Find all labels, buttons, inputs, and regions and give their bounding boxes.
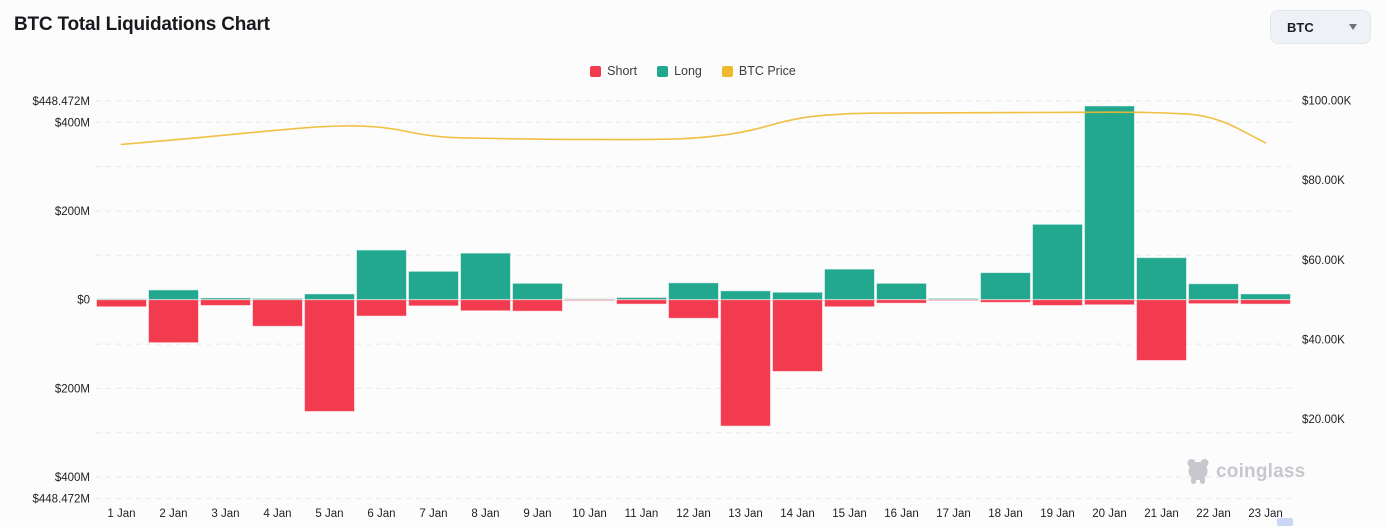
symbol-dropdown[interactable]: BTC bbox=[1270, 10, 1371, 44]
x-axis-tick: 2 Jan bbox=[159, 508, 187, 520]
x-axis-tick: 18 Jan bbox=[988, 508, 1023, 520]
legend-item-short[interactable]: Short bbox=[590, 64, 637, 78]
long-bar[interactable] bbox=[980, 272, 1031, 301]
x-axis-tick: 6 Jan bbox=[367, 508, 395, 520]
short-bar[interactable] bbox=[1136, 299, 1187, 362]
short-bar[interactable] bbox=[1188, 299, 1239, 305]
legend-label-btc-price: BTC Price bbox=[738, 64, 796, 78]
short-bar[interactable] bbox=[720, 299, 771, 427]
long-bar[interactable] bbox=[356, 249, 407, 301]
y-axis-tick-right: $40.00K bbox=[1302, 334, 1345, 346]
y-axis-tick-left: $400M bbox=[55, 472, 90, 484]
btc-price-swatch-icon bbox=[721, 65, 733, 77]
long-bar[interactable] bbox=[876, 282, 927, 301]
short-bar[interactable] bbox=[980, 299, 1031, 303]
x-axis-tick: 4 Jan bbox=[263, 508, 291, 520]
long-bar[interactable] bbox=[304, 293, 355, 301]
y-axis-tick-right: $20.00K bbox=[1302, 414, 1345, 426]
x-axis-tick: 12 Jan bbox=[676, 508, 711, 520]
short-swatch-icon bbox=[590, 65, 602, 77]
long-bar[interactable] bbox=[1188, 283, 1239, 301]
short-bar[interactable] bbox=[356, 299, 407, 317]
x-axis-tick: 21 Jan bbox=[1144, 508, 1179, 520]
x-axis-tick: 14 Jan bbox=[780, 508, 815, 520]
x-axis-tick: 3 Jan bbox=[211, 508, 239, 520]
y-axis-tick-right: $60.00K bbox=[1302, 255, 1345, 267]
x-axis-tick: 11 Jan bbox=[625, 508, 659, 520]
x-axis-tick: 16 Jan bbox=[884, 508, 919, 520]
short-bar[interactable] bbox=[408, 299, 459, 307]
x-axis-tick: 19 Jan bbox=[1040, 508, 1075, 520]
long-bar[interactable] bbox=[512, 282, 563, 301]
x-axis-tick: 9 Jan bbox=[523, 508, 551, 520]
long-bar[interactable] bbox=[668, 282, 719, 301]
legend-label-long: Long bbox=[674, 64, 702, 78]
short-bar[interactable] bbox=[824, 299, 875, 308]
y-axis-tick-left: $0 bbox=[77, 295, 90, 307]
long-swatch-icon bbox=[657, 65, 669, 77]
long-bar[interactable] bbox=[772, 291, 823, 301]
short-bar[interactable] bbox=[148, 299, 199, 344]
long-bar[interactable] bbox=[460, 252, 511, 301]
short-bar[interactable] bbox=[304, 299, 355, 413]
chart-legend: Short Long BTC Price bbox=[0, 64, 1386, 78]
long-bar[interactable] bbox=[1136, 257, 1187, 301]
y-axis-tick-left: $200M bbox=[55, 206, 90, 218]
chevron-down-icon bbox=[1349, 24, 1357, 30]
legend-label-short: Short bbox=[607, 64, 638, 78]
scrollbar-handle[interactable] bbox=[1277, 518, 1293, 526]
watermark-brand-text: coinglass bbox=[1216, 461, 1306, 482]
x-axis-tick: 22 Jan bbox=[1196, 508, 1231, 520]
short-bar[interactable] bbox=[460, 299, 511, 312]
short-bar[interactable] bbox=[512, 299, 563, 312]
short-bar[interactable] bbox=[200, 299, 251, 307]
short-bar[interactable] bbox=[616, 299, 667, 305]
x-axis-tick: 23 Jan bbox=[1248, 508, 1283, 520]
x-axis-tick: 20 Jan bbox=[1092, 508, 1127, 520]
x-axis-tick: 8 Jan bbox=[471, 508, 499, 520]
long-bar[interactable] bbox=[408, 270, 459, 301]
y-axis-tick-left: $448.472M bbox=[32, 494, 90, 506]
page-title: BTC Total Liquidations Chart bbox=[14, 14, 270, 35]
x-axis-tick: 1 Jan bbox=[107, 508, 135, 520]
short-bar[interactable] bbox=[668, 299, 719, 319]
short-bar[interactable] bbox=[1240, 299, 1291, 305]
long-bar[interactable] bbox=[1084, 105, 1135, 301]
y-axis-tick-right: $100.00K bbox=[1302, 96, 1352, 108]
x-axis-tick: 5 Jan bbox=[315, 508, 343, 520]
long-bar[interactable] bbox=[824, 268, 875, 301]
long-bar[interactable] bbox=[720, 290, 771, 301]
long-bar[interactable] bbox=[1032, 223, 1083, 301]
short-bar[interactable] bbox=[564, 299, 615, 302]
y-axis-tick-right: $80.00K bbox=[1302, 175, 1345, 187]
short-bar[interactable] bbox=[1032, 299, 1083, 307]
short-bar[interactable] bbox=[96, 299, 147, 308]
short-bar[interactable] bbox=[876, 299, 927, 304]
coinglass-watermark: coinglass bbox=[1186, 458, 1305, 486]
legend-item-btc-price[interactable]: BTC Price bbox=[721, 64, 796, 78]
short-bar[interactable] bbox=[772, 299, 823, 373]
x-axis-tick: 15 Jan bbox=[832, 508, 867, 520]
short-bar[interactable] bbox=[928, 299, 979, 302]
long-bar[interactable] bbox=[1240, 293, 1291, 301]
btc-price-line bbox=[120, 111, 1267, 146]
symbol-dropdown-value: BTC bbox=[1287, 19, 1314, 35]
y-axis-tick-left: $200M bbox=[55, 383, 90, 395]
x-axis-tick: 7 Jan bbox=[419, 508, 447, 520]
y-axis-tick-left: $400M bbox=[55, 117, 90, 129]
short-bar[interactable] bbox=[1084, 299, 1135, 306]
legend-item-long[interactable]: Long bbox=[657, 64, 702, 78]
long-bar[interactable] bbox=[148, 289, 199, 301]
x-axis-tick: 17 Jan bbox=[936, 508, 971, 520]
x-axis-tick: 13 Jan bbox=[728, 508, 763, 520]
coinglass-logo-icon bbox=[1187, 459, 1209, 484]
x-axis-tick: 10 Jan bbox=[572, 508, 607, 520]
short-bar[interactable] bbox=[252, 299, 303, 327]
y-axis-tick-left: $448.472M bbox=[32, 96, 90, 108]
